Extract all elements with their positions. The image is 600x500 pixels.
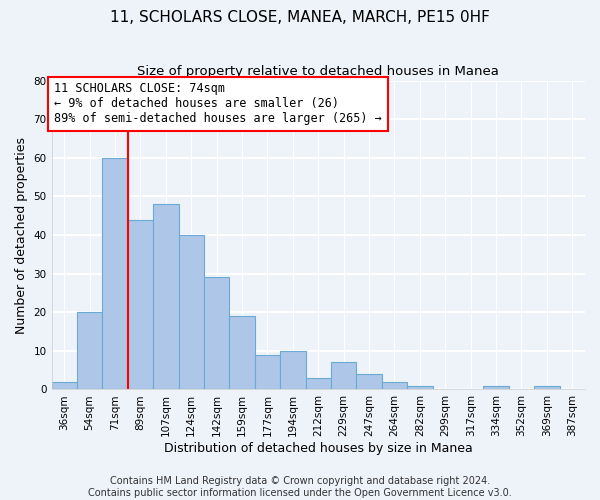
Bar (103, 158, 128, 390)
Bar (407, 386, 433, 390)
Y-axis label: Number of detached properties: Number of detached properties (15, 136, 28, 334)
Bar (280, 351, 305, 390)
Bar (153, 204, 179, 390)
Text: 11 SCHOLARS CLOSE: 74sqm
← 9% of detached houses are smaller (26)
89% of semi-de: 11 SCHOLARS CLOSE: 74sqm ← 9% of detache… (54, 82, 382, 126)
Text: 11, SCHOLARS CLOSE, MANEA, MARCH, PE15 0HF: 11, SCHOLARS CLOSE, MANEA, MARCH, PE15 0… (110, 10, 490, 25)
Bar (204, 278, 229, 390)
Bar (305, 378, 331, 390)
Bar (179, 235, 204, 390)
Text: Contains HM Land Registry data © Crown copyright and database right 2024.
Contai: Contains HM Land Registry data © Crown c… (88, 476, 512, 498)
Bar (229, 316, 255, 390)
Bar (255, 354, 280, 390)
X-axis label: Distribution of detached houses by size in Manea: Distribution of detached houses by size … (164, 442, 473, 455)
Bar (331, 362, 356, 390)
Bar (534, 386, 560, 390)
Bar (382, 382, 407, 390)
Bar (356, 374, 382, 390)
Bar (77, 312, 103, 390)
Bar (128, 220, 153, 390)
Bar (484, 386, 509, 390)
Bar (52, 382, 77, 390)
Title: Size of property relative to detached houses in Manea: Size of property relative to detached ho… (137, 65, 499, 78)
